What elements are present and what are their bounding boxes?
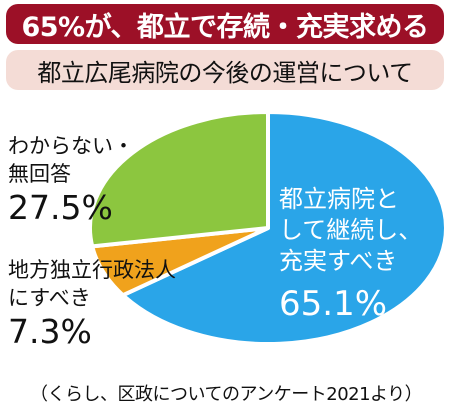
slice-label-independent-line-1: 地方独立行政法人 (8, 258, 176, 282)
slice-value-continue: 65.1% (279, 284, 388, 324)
slice-label-independent-line-2: にすべき (8, 286, 91, 310)
slice-label-continue-line-1: 都立病院と (279, 185, 399, 213)
pie-slice-continue (120, 110, 448, 346)
slice-label-independent: 地方独立行政法人 にすべき 7.3% (8, 256, 176, 352)
slice-label-unknown: わからない・ 無回答 27.5% (8, 132, 134, 228)
source-note: （くらし、区政についてのアンケート2021より） (30, 384, 423, 405)
slice-label-continue-line-3: 充実すべき (279, 247, 398, 275)
slice-value-independent: 7.3% (8, 312, 92, 351)
slice-label-unknown-line-2: 無回答 (8, 162, 71, 186)
slice-label-continue: 都立病院と して継続し、 充実すべき 65.1% (279, 184, 422, 325)
slice-label-unknown-line-1: わからない・ (8, 134, 134, 158)
subtitle-text: 都立広尾病院の今後の運営について (37, 58, 413, 87)
subtitle-banner: 都立広尾病院の今後の運営について (6, 50, 444, 90)
slice-label-continue-line-2: して継続し、 (279, 216, 423, 244)
headline-banner: 65%が、都立で存続・充実求める (6, 4, 444, 44)
headline-text: 65%が、都立で存続・充実求める (21, 11, 429, 43)
pie-slice-unknown (88, 110, 270, 249)
slice-value-unknown: 27.5% (8, 188, 113, 227)
